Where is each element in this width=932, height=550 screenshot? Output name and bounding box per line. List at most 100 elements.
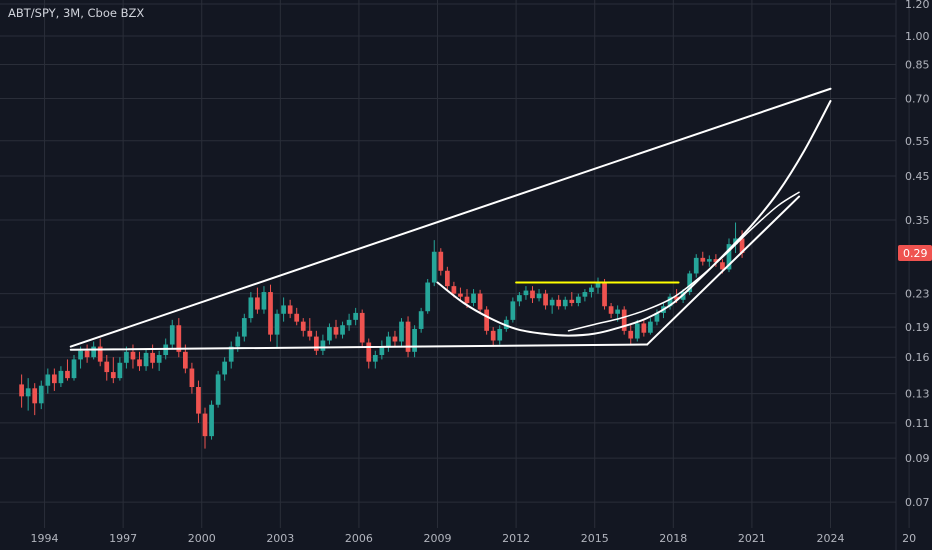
candle-body — [287, 305, 293, 314]
rising-trendline[interactable] — [646, 195, 801, 346]
candle-body — [693, 257, 699, 274]
inner-arc[interactable] — [567, 191, 800, 332]
candle-body — [320, 340, 326, 351]
candle-body — [602, 282, 607, 307]
candle-body — [628, 330, 634, 339]
y-tick-label: 0.23 — [905, 288, 930, 301]
candle-up — [215, 370, 221, 408]
candle-up — [648, 318, 653, 335]
candle-body — [38, 385, 44, 404]
candle-up — [399, 318, 404, 347]
candle-body — [503, 319, 509, 329]
candle-body — [674, 296, 679, 300]
candle-body — [595, 282, 601, 288]
candle-body — [484, 309, 490, 331]
candle-body — [497, 328, 503, 341]
candle-up — [228, 341, 234, 369]
candle-up — [733, 222, 738, 253]
candle-down — [189, 362, 195, 394]
candle-body — [19, 384, 24, 397]
candle-up — [582, 289, 588, 302]
candle-body — [71, 359, 77, 379]
candle-down — [65, 359, 70, 381]
candle-body — [255, 297, 260, 310]
y-tick-label: 0.35 — [905, 214, 930, 227]
last-price-value: 0.29 — [903, 247, 928, 260]
candle-body — [58, 370, 64, 384]
candle-body — [294, 313, 300, 322]
support-line[interactable] — [69, 343, 649, 351]
candle-down — [137, 351, 142, 371]
candle-body — [399, 321, 404, 342]
y-tick-label: 1.00 — [905, 30, 930, 43]
candle-up — [536, 289, 542, 302]
candle-up — [340, 321, 345, 339]
candle-body — [536, 293, 542, 299]
candle-body — [156, 355, 162, 363]
candle-body — [137, 359, 142, 367]
candle-body — [575, 296, 581, 303]
candle-down — [392, 330, 398, 347]
candle-up — [687, 270, 693, 296]
candle-down — [176, 318, 182, 358]
rounded-bottom-arc[interactable] — [436, 100, 832, 337]
candle-body — [418, 311, 424, 329]
time-axis[interactable]: 1994 1997 2000 2003 2006 2009 2012 2015 2018 2021… — [31, 532, 917, 545]
x-tick-label: 2021 — [738, 532, 766, 545]
candle-up — [589, 284, 594, 298]
candle-up — [549, 297, 555, 314]
candle-body — [431, 251, 437, 283]
x-tick-label: 2000 — [188, 532, 216, 545]
candle-up — [471, 289, 476, 307]
candle-body — [97, 346, 103, 362]
candle-down — [556, 295, 562, 310]
candle-up — [209, 400, 214, 440]
candle-up — [274, 309, 280, 349]
candle-up — [169, 319, 175, 349]
candle-body — [150, 352, 155, 363]
candle-body — [91, 346, 97, 358]
candle-up — [346, 313, 352, 331]
candle-up — [45, 368, 51, 394]
candle-down — [84, 344, 90, 363]
candle-body — [569, 299, 575, 303]
candle-body — [261, 292, 267, 310]
candle-up — [431, 240, 437, 287]
candle-body — [182, 351, 188, 369]
candle-body — [687, 273, 693, 293]
candle-up — [510, 297, 516, 323]
candle-down — [641, 319, 647, 337]
candle-up — [425, 278, 431, 314]
candle-down — [490, 327, 496, 347]
candle-body — [176, 325, 182, 352]
x-tick-label: 2009 — [424, 532, 452, 545]
candle-body — [359, 312, 365, 343]
candle-body — [307, 330, 313, 337]
candle-body — [706, 259, 712, 262]
y-tick-label: 0.85 — [905, 58, 930, 71]
candle-down — [313, 330, 319, 356]
candle-body — [615, 309, 620, 314]
upper-trendline[interactable] — [69, 87, 832, 348]
candle-body — [451, 286, 457, 294]
candle-down — [294, 307, 300, 326]
candle-down — [700, 251, 706, 266]
y-tick-label: 0.45 — [905, 170, 930, 183]
candle-body — [530, 290, 535, 299]
candle-body — [222, 361, 228, 375]
candle-body — [700, 257, 706, 262]
candle-body — [228, 346, 234, 362]
y-tick-label: 0.09 — [905, 452, 930, 465]
candle-down — [458, 287, 463, 302]
candle-body — [32, 388, 38, 404]
candle-down — [287, 299, 293, 319]
drawing-layer[interactable] — [69, 87, 832, 351]
y-tick-label: 0.70 — [905, 92, 930, 105]
candle-up — [595, 277, 601, 294]
candle-down — [543, 289, 548, 310]
candle-body — [523, 290, 529, 296]
candle-down — [405, 316, 411, 358]
price-axis[interactable]: 1.20 1.00 0.85 0.70 0.55 0.45 0.35 0.23 0.19 0.16… — [905, 0, 930, 509]
candle-body — [333, 327, 339, 335]
